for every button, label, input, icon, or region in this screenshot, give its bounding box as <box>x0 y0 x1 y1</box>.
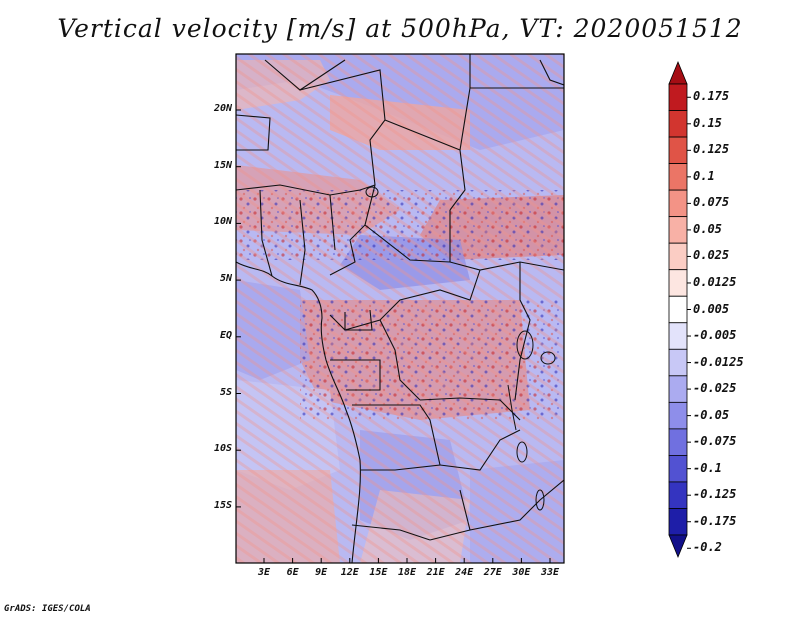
colorbar-label: 0.005 <box>693 301 730 316</box>
x-tick-label: 9E <box>315 567 328 578</box>
colorbar-swatch <box>668 189 688 218</box>
colorbar-label: -0.025 <box>693 381 737 396</box>
colorbar-swatch <box>668 216 688 244</box>
y-tick-label: 15S <box>213 499 232 511</box>
lakes <box>365 186 556 511</box>
colorbar-label: -0.0125 <box>693 354 744 369</box>
x-tick-label: 12E <box>340 567 359 578</box>
colorbar-label: 0.1 <box>693 168 715 183</box>
colorbar-swatch <box>668 508 688 536</box>
y-tick-label: 5S <box>219 386 232 398</box>
colorbar-swatch <box>668 455 688 483</box>
colorbar-swatch <box>668 322 688 350</box>
x-tick-label: 18E <box>397 567 417 578</box>
y-tick-label: 10N <box>213 216 232 228</box>
x-tick-label: 30E <box>512 567 531 578</box>
velocity-field <box>236 54 564 563</box>
colorbar-label: -0.125 <box>693 487 737 502</box>
colorbar-swatch <box>668 269 688 297</box>
colorbar-swatch <box>668 348 688 377</box>
x-tick-label: 33E <box>540 567 560 578</box>
colorbar-swatch <box>668 295 688 324</box>
colorbar-swatch <box>668 401 688 430</box>
colorbar-label: 0.15 <box>693 115 722 130</box>
colorbar-label: -0.005 <box>693 328 737 343</box>
colorbar-bottom-arrow <box>668 534 688 559</box>
y-tick-label: 5N <box>219 273 232 285</box>
y-tick-label: EQ <box>219 329 232 341</box>
plot-frame <box>235 53 565 564</box>
colorbar-label: -0.1 <box>693 460 722 475</box>
x-tick-label: 6E <box>286 567 299 578</box>
colorbar-label: 0.025 <box>693 248 730 263</box>
colorbar-swatch <box>668 136 688 164</box>
colorbar-top-arrow <box>668 60 688 85</box>
colorbar-swatch <box>668 110 688 138</box>
colorbar-label: 0.0125 <box>693 274 737 289</box>
map-title: Vertical velocity [m/s] at 500hPa, VT: 2… <box>57 14 743 43</box>
x-tick-marks <box>263 558 551 563</box>
colorbar-label: 0.175 <box>693 89 730 104</box>
colorbar-swatch <box>668 83 688 111</box>
credit-text: GrADS: IGES/COLA <box>4 604 91 614</box>
colorbar-swatch <box>668 163 688 191</box>
x-tick-label: 24E <box>455 567 474 578</box>
colorbar-swatch <box>668 242 688 271</box>
y-tick-label: 10S <box>213 443 232 455</box>
x-tick-label: 21E <box>426 567 445 578</box>
colorbar-label: -0.05 <box>693 407 730 422</box>
y-tick-label: 15N <box>213 159 232 171</box>
colorbar-label: 0.075 <box>693 195 730 210</box>
y-tick-label: 20N <box>213 103 232 114</box>
colorbar-swatch <box>668 375 688 403</box>
colorbar-label: -0.075 <box>693 434 737 449</box>
colorbar-label: -0.2 <box>693 540 722 555</box>
colorbar-swatch <box>668 481 688 509</box>
x-tick-label: 15E <box>369 567 388 578</box>
colorbar-label: -0.175 <box>693 513 737 528</box>
colorbar-label: 0.125 <box>693 142 730 157</box>
colorbar <box>668 60 691 559</box>
y-tick-marks <box>236 109 241 508</box>
x-tick-label: 3E <box>257 567 271 578</box>
colorbar-swatch <box>668 428 688 456</box>
country-borders <box>236 54 564 563</box>
colorbar-label: 0.05 <box>693 221 722 236</box>
x-tick-label: 27E <box>483 567 502 578</box>
